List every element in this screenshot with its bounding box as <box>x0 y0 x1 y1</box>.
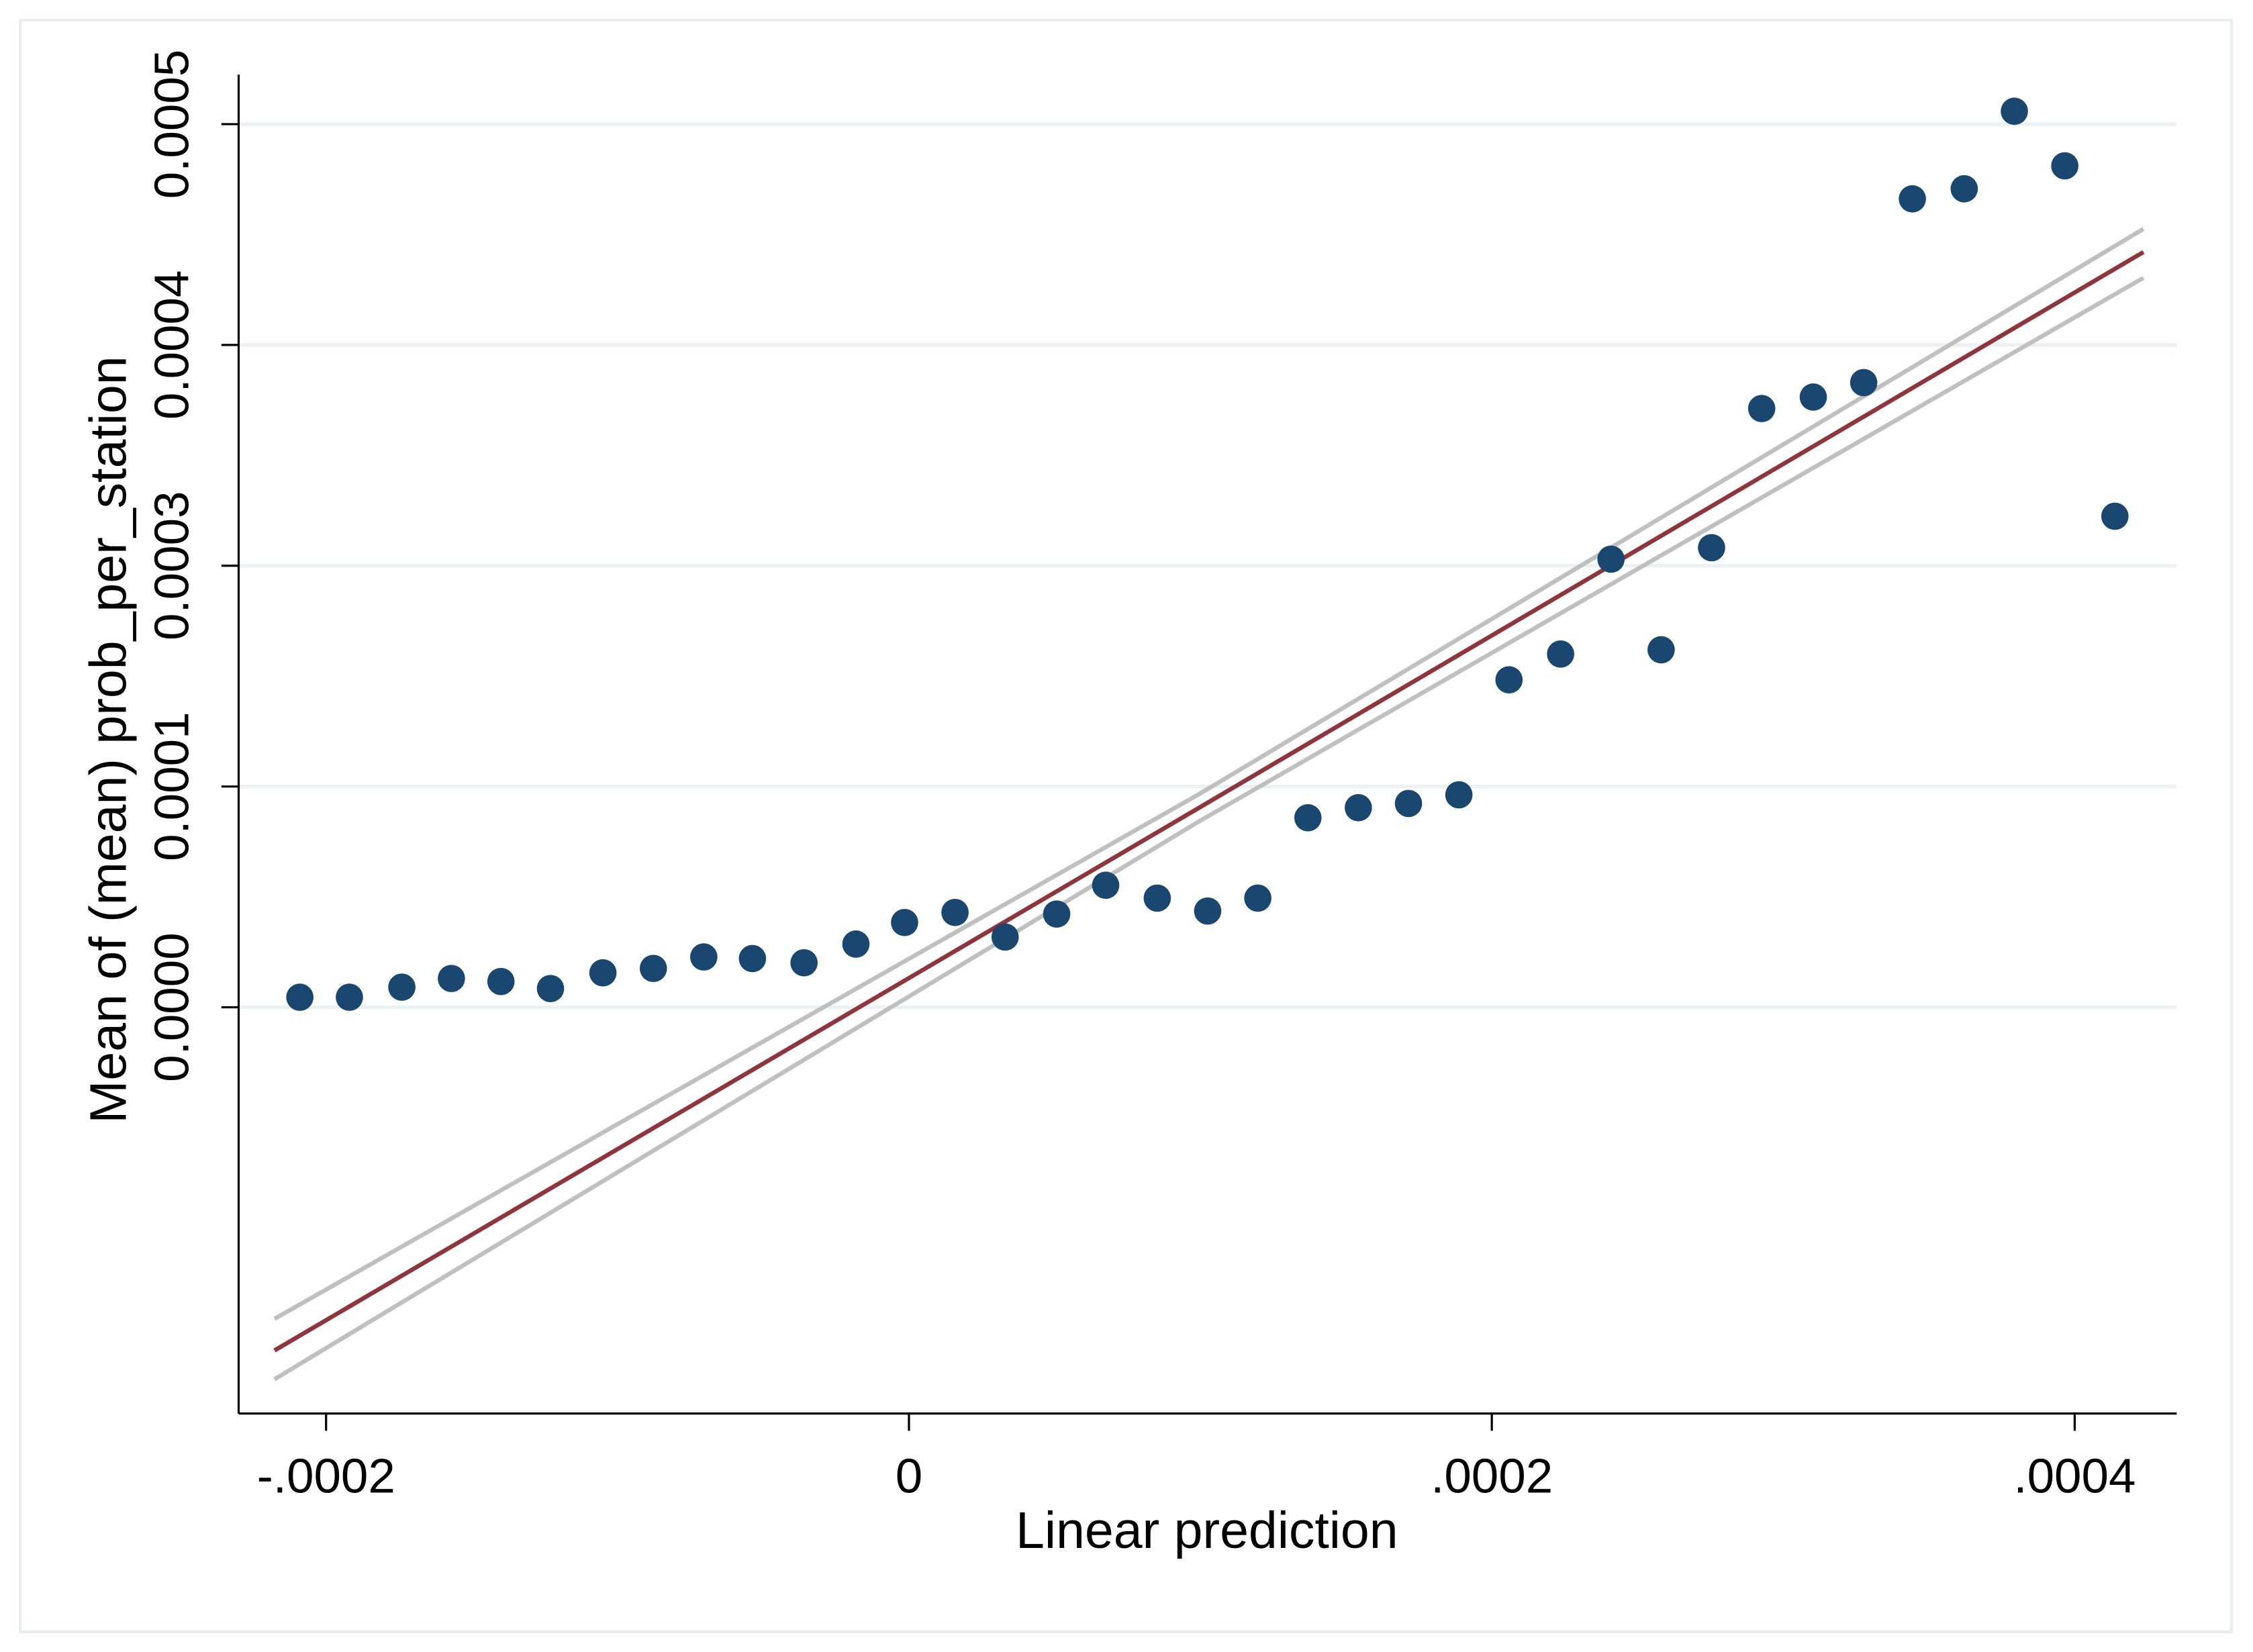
point <box>1294 804 1322 832</box>
ci-upper <box>273 227 2145 1321</box>
point <box>438 965 465 993</box>
point <box>336 983 363 1011</box>
point <box>2001 97 2028 126</box>
y-tick-label: 0.0004 <box>145 271 199 420</box>
y-axis-title: Mean of (mean) prob_per_station <box>80 356 138 1123</box>
point <box>487 967 515 995</box>
outer-border <box>19 18 2233 1634</box>
point <box>1244 884 1272 912</box>
point <box>589 959 617 987</box>
point <box>388 973 416 1001</box>
point <box>1698 534 1725 562</box>
point <box>1394 789 1423 818</box>
point <box>891 908 918 936</box>
point <box>738 944 767 973</box>
fit-line <box>273 250 2145 1353</box>
point <box>1445 781 1473 809</box>
point <box>1043 900 1071 928</box>
point <box>689 943 718 971</box>
point <box>1547 640 1574 668</box>
y-tick-label: 0.0001 <box>145 712 199 861</box>
point <box>1950 175 1978 203</box>
point <box>1495 666 1523 694</box>
point <box>639 955 667 983</box>
point <box>1194 897 1222 925</box>
point <box>1747 395 1776 422</box>
x-axis-title: Linear prediction <box>1016 1502 1398 1559</box>
x-tick-label: .0004 <box>2013 1449 2136 1503</box>
point <box>1143 884 1171 912</box>
y-tick-label: 0.0000 <box>145 932 199 1082</box>
point <box>1345 793 1372 822</box>
point <box>1597 545 1625 573</box>
x-tick-label: -.0002 <box>257 1449 395 1503</box>
point <box>1092 871 1120 900</box>
ci-lower <box>273 276 2145 1381</box>
point <box>536 975 565 1003</box>
y-tick-label: 0.0005 <box>145 50 199 199</box>
x-tick-label: .0002 <box>1431 1449 1553 1503</box>
point <box>1647 636 1675 664</box>
point <box>1850 369 1878 397</box>
point <box>790 949 818 977</box>
point <box>2101 502 2129 530</box>
point <box>2051 152 2078 180</box>
y-tick-label: 0.0003 <box>145 491 199 641</box>
point <box>1799 383 1827 411</box>
point <box>941 898 969 926</box>
point <box>1899 185 1926 213</box>
point <box>842 930 870 958</box>
x-tick-label: 0 <box>896 1449 922 1503</box>
point <box>286 983 314 1011</box>
point <box>991 923 1019 951</box>
